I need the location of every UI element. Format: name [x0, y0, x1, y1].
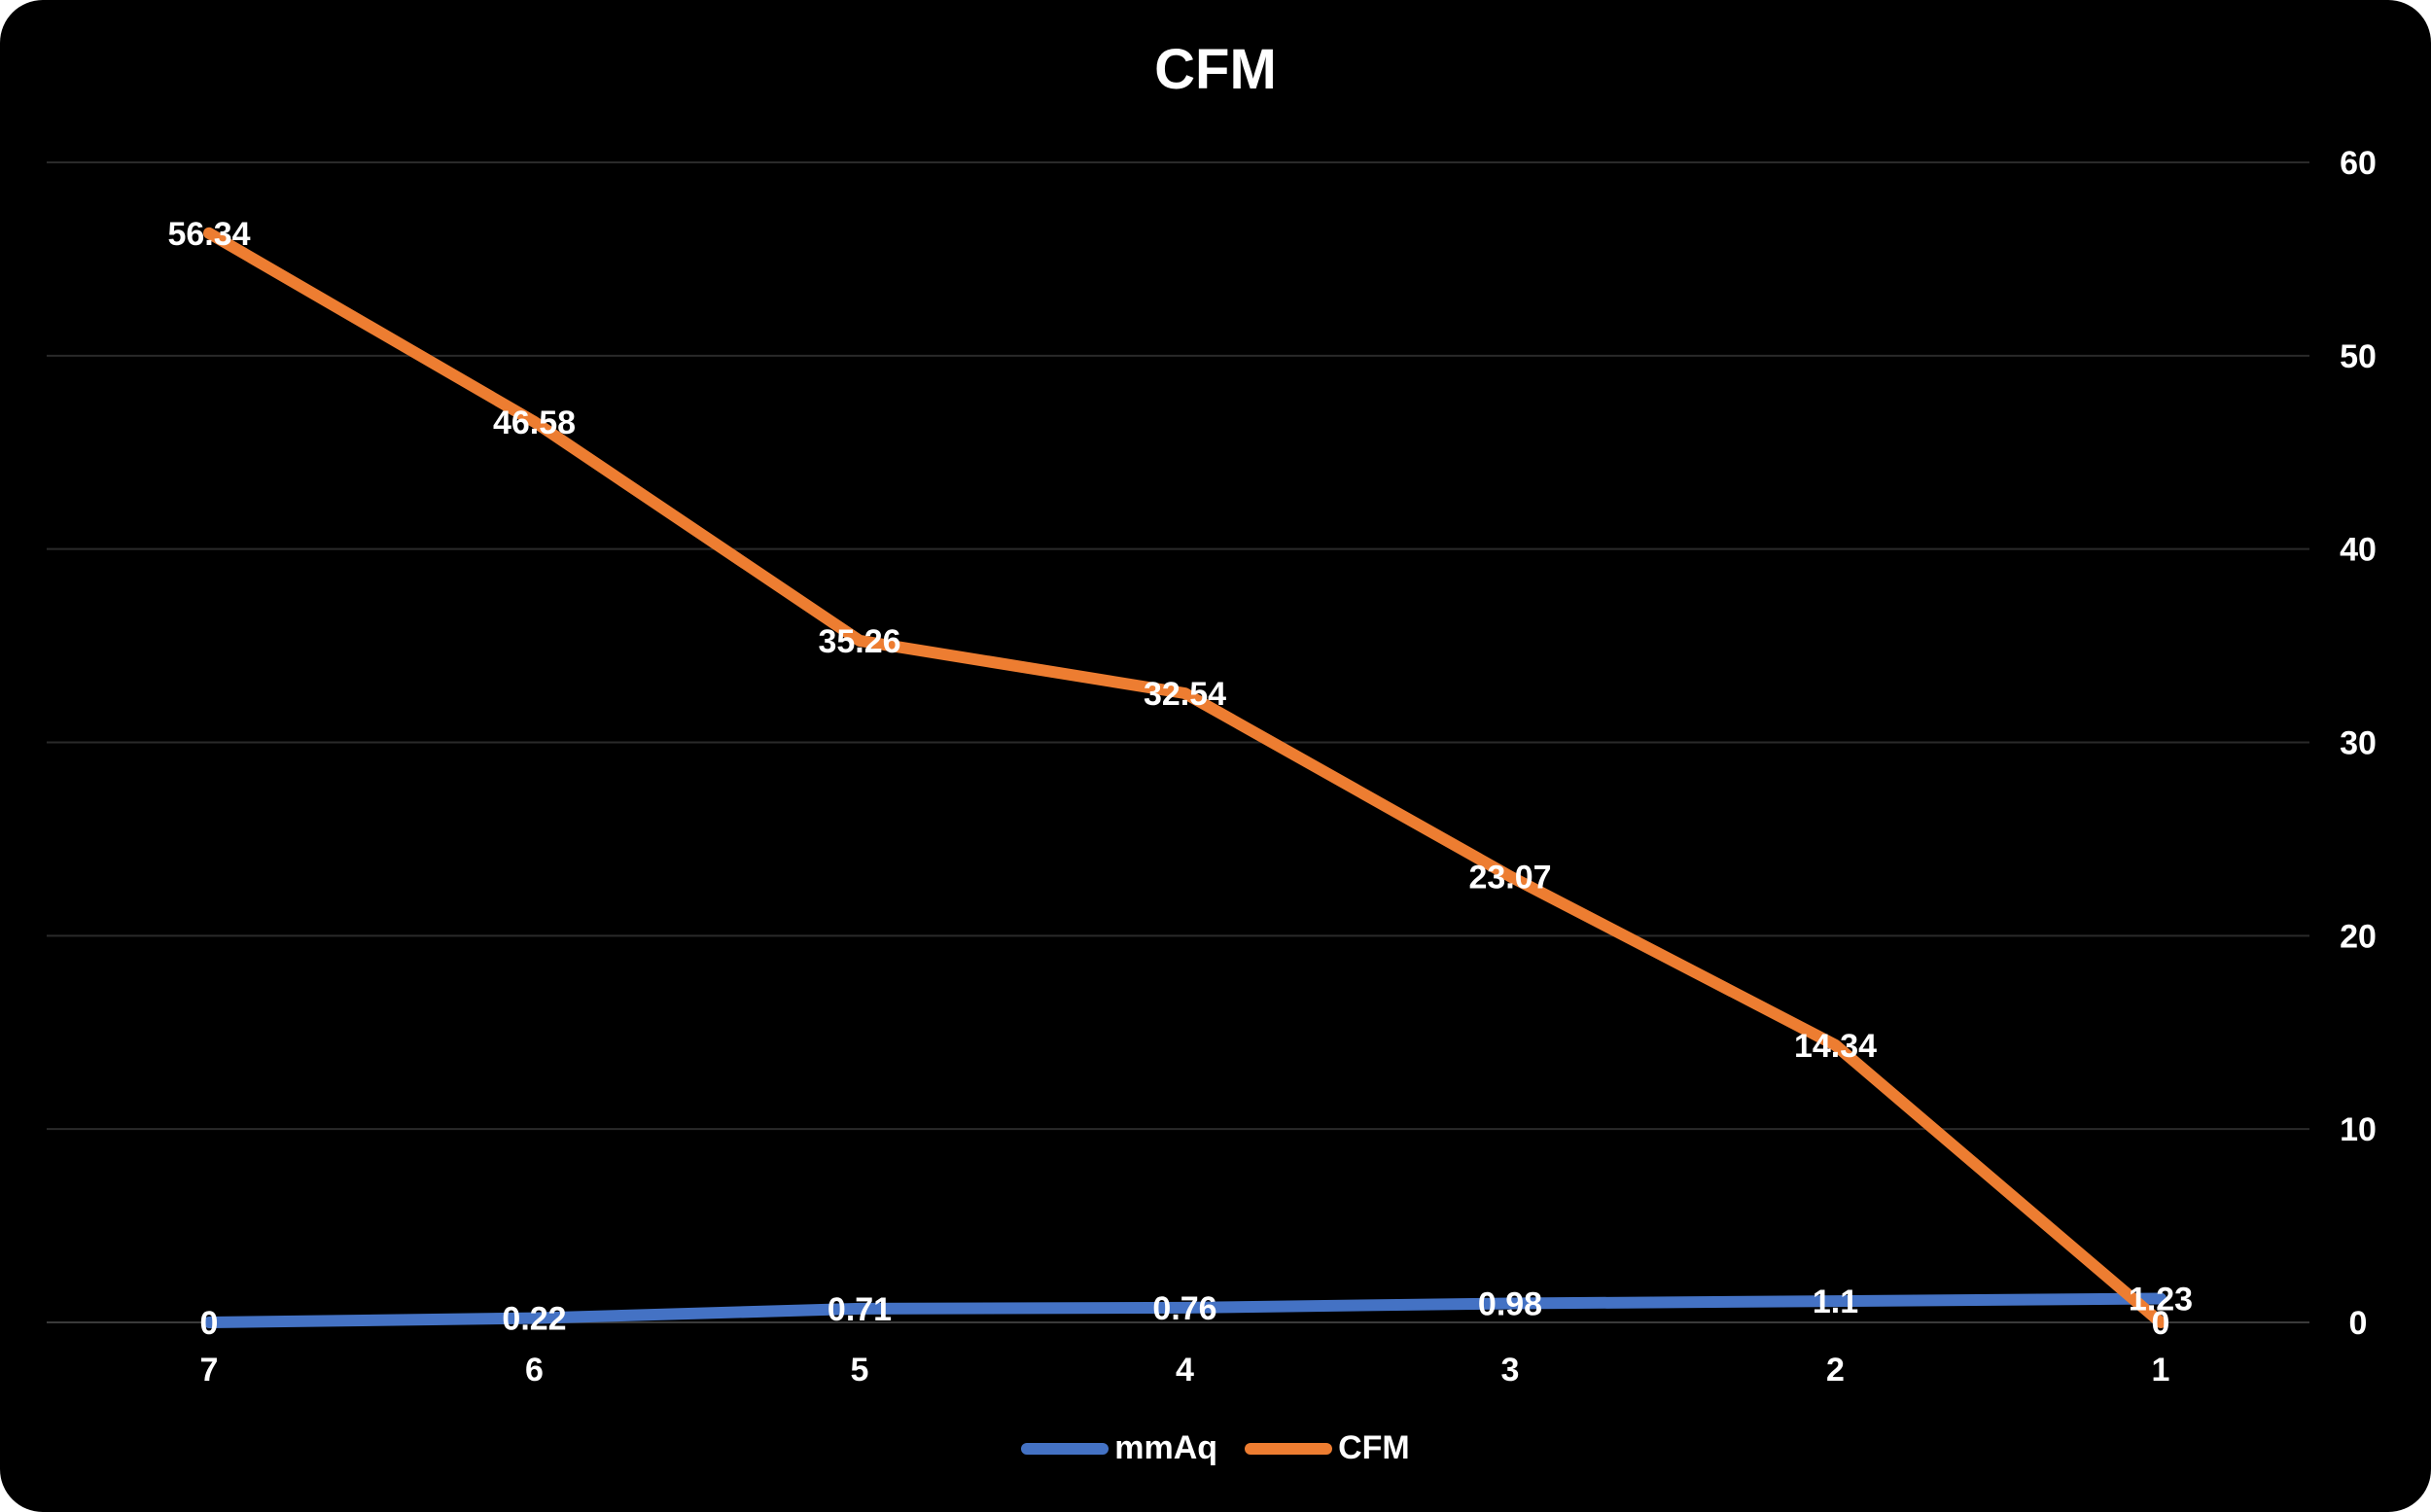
- data-label-mmaq-1: 1.23: [2129, 1282, 2193, 1319]
- y-tick-label-40: 40: [2340, 532, 2377, 569]
- y-tick-label-50: 50: [2340, 338, 2377, 375]
- data-label-cfm-6: 46.58: [493, 404, 576, 441]
- x-tick-label-5: 5: [851, 1352, 869, 1389]
- data-label-cfm-5: 35.26: [818, 623, 900, 660]
- y-tick-label-60: 60: [2340, 145, 2377, 182]
- x-tick-label-4: 4: [1176, 1352, 1194, 1389]
- data-label-mmaq-5: 0.71: [828, 1291, 892, 1328]
- x-tick-label-2: 2: [1826, 1352, 1845, 1389]
- legend: mmAq CFM: [0, 1429, 2431, 1467]
- x-tick-label-7: 7: [200, 1352, 219, 1389]
- y-tick-label-20: 20: [2340, 918, 2377, 955]
- x-tick-label-6: 6: [525, 1352, 544, 1389]
- data-label-mmaq-6: 0.22: [502, 1301, 566, 1338]
- x-tick-label-1: 1: [2152, 1352, 2170, 1389]
- data-label-cfm-2: 14.34: [1794, 1028, 1877, 1065]
- legend-label-cfm: CFM: [1338, 1429, 1410, 1466]
- y-tick-label-10: 10: [2340, 1111, 2377, 1148]
- x-tick-label-3: 3: [1501, 1352, 1520, 1389]
- data-label-cfm-3: 23.07: [1468, 859, 1551, 896]
- series-line-mmaq: [203, 1292, 2167, 1328]
- series-line-cfm: [203, 227, 2167, 1328]
- legend-swatch-cfm: [1245, 1442, 1333, 1455]
- data-label-cfm-7: 56.34: [167, 216, 250, 253]
- data-label-mmaq-3: 0.98: [1478, 1286, 1542, 1323]
- data-label-mmaq-4: 0.76: [1152, 1290, 1216, 1327]
- legend-swatch-mmaq: [1021, 1442, 1110, 1455]
- legend-entry-cfm[interactable]: CFM: [1245, 1429, 1410, 1467]
- y-tick-label-0: 0: [2349, 1305, 2368, 1342]
- data-label-cfm-1: 0: [2152, 1305, 2170, 1342]
- data-label-mmaq-2: 1.1: [1813, 1283, 1858, 1320]
- legend-entry-mmaq[interactable]: mmAq: [1021, 1429, 1217, 1467]
- legend-label-mmaq: mmAq: [1114, 1429, 1218, 1466]
- y-tick-label-30: 30: [2340, 725, 2377, 762]
- chart-title: CFM: [1154, 38, 1277, 101]
- data-label-cfm-4: 32.54: [1144, 676, 1226, 713]
- data-label-mmaq-7: 0: [200, 1305, 219, 1342]
